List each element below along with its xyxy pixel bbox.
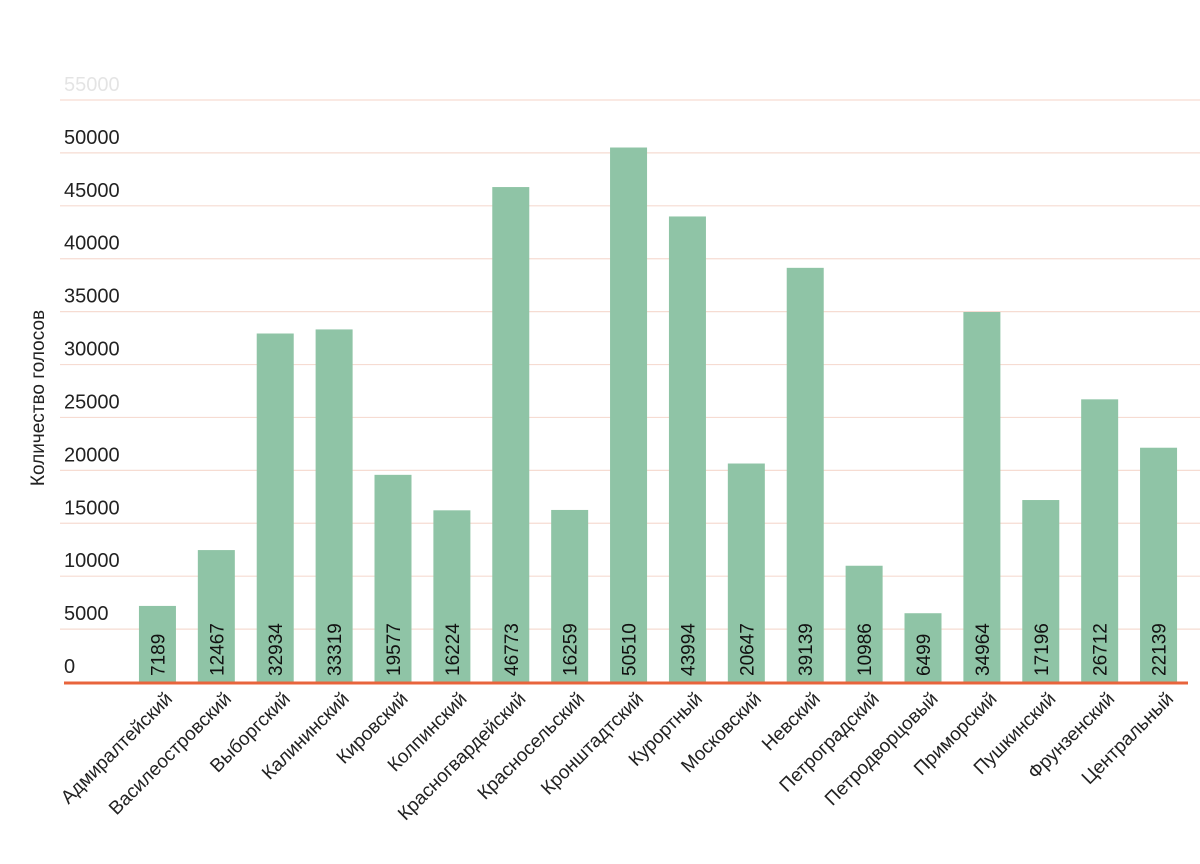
bar bbox=[551, 509, 589, 682]
y-axis-ticks: 0 5000 10000 15000 20000 25000 30000 35000 40000… bbox=[64, 74, 120, 678]
bar-value-label: 22139 bbox=[1150, 623, 1171, 676]
y-tick-label: 10000 bbox=[64, 550, 120, 572]
bars bbox=[138, 147, 1178, 683]
bar bbox=[845, 565, 883, 682]
bar-value-label: 43994 bbox=[678, 623, 699, 676]
bar-value-label: 50510 bbox=[620, 623, 641, 676]
bar bbox=[492, 187, 530, 682]
value-labels: 7189 12467 32934 33319 19577 16224 46773 16259 5… bbox=[148, 623, 1170, 676]
bar bbox=[1081, 399, 1119, 682]
bar bbox=[727, 463, 765, 682]
category-label: Адмиралтейский bbox=[57, 689, 177, 809]
bar bbox=[963, 312, 1001, 682]
category-label: Кронштадтский bbox=[537, 689, 648, 800]
bar-value-label: 46773 bbox=[502, 623, 523, 676]
bar-value-label: 12467 bbox=[207, 623, 228, 676]
bar-value-label: 7189 bbox=[148, 634, 169, 676]
bar-value-label: 6499 bbox=[914, 634, 935, 676]
y-tick-label: 0 bbox=[64, 656, 75, 678]
bar bbox=[315, 329, 353, 682]
bar bbox=[197, 550, 235, 682]
y-axis-label: Количество голосов bbox=[28, 310, 49, 486]
bar-value-label: 33319 bbox=[325, 623, 346, 676]
bar-value-label: 32934 bbox=[266, 623, 287, 676]
bar-value-label: 16259 bbox=[561, 623, 582, 676]
category-label: Петродворцовый bbox=[821, 689, 942, 810]
bar bbox=[1140, 447, 1178, 682]
y-tick-label: 5000 bbox=[64, 603, 109, 625]
bar-value-label: 20647 bbox=[737, 623, 758, 676]
bar-value-label: 16224 bbox=[443, 623, 464, 676]
bar-value-label: 34964 bbox=[973, 623, 994, 676]
y-tick-label: 15000 bbox=[64, 497, 120, 519]
bar bbox=[668, 216, 706, 682]
category-label: Красносельский bbox=[474, 689, 589, 804]
bar-value-label: 17196 bbox=[1032, 623, 1053, 676]
bar-value-label: 26712 bbox=[1091, 623, 1112, 676]
y-tick-label: 35000 bbox=[64, 286, 120, 308]
bar-value-label: 39139 bbox=[796, 623, 817, 676]
bar bbox=[433, 510, 471, 682]
bar bbox=[1022, 500, 1060, 682]
bar bbox=[786, 267, 824, 682]
y-tick-label: 45000 bbox=[64, 180, 120, 202]
bar bbox=[374, 474, 412, 682]
y-tick-label: 55000 bbox=[64, 74, 120, 96]
bar bbox=[904, 613, 942, 682]
bar bbox=[256, 333, 294, 682]
bar-value-label: 10986 bbox=[855, 623, 876, 676]
y-tick-label: 30000 bbox=[64, 339, 120, 361]
category-labels: АдмиралтейскийВасилеостровскийВыборгский… bbox=[57, 689, 1178, 825]
bar bbox=[138, 605, 176, 682]
bar bbox=[610, 147, 648, 683]
y-tick-label: 50000 bbox=[64, 127, 120, 149]
y-tick-label: 20000 bbox=[64, 444, 120, 466]
bar-value-label: 19577 bbox=[384, 623, 405, 676]
y-tick-label: 25000 bbox=[64, 391, 120, 413]
y-tick-label: 40000 bbox=[64, 233, 120, 255]
category-label: Петроградский bbox=[776, 689, 884, 797]
